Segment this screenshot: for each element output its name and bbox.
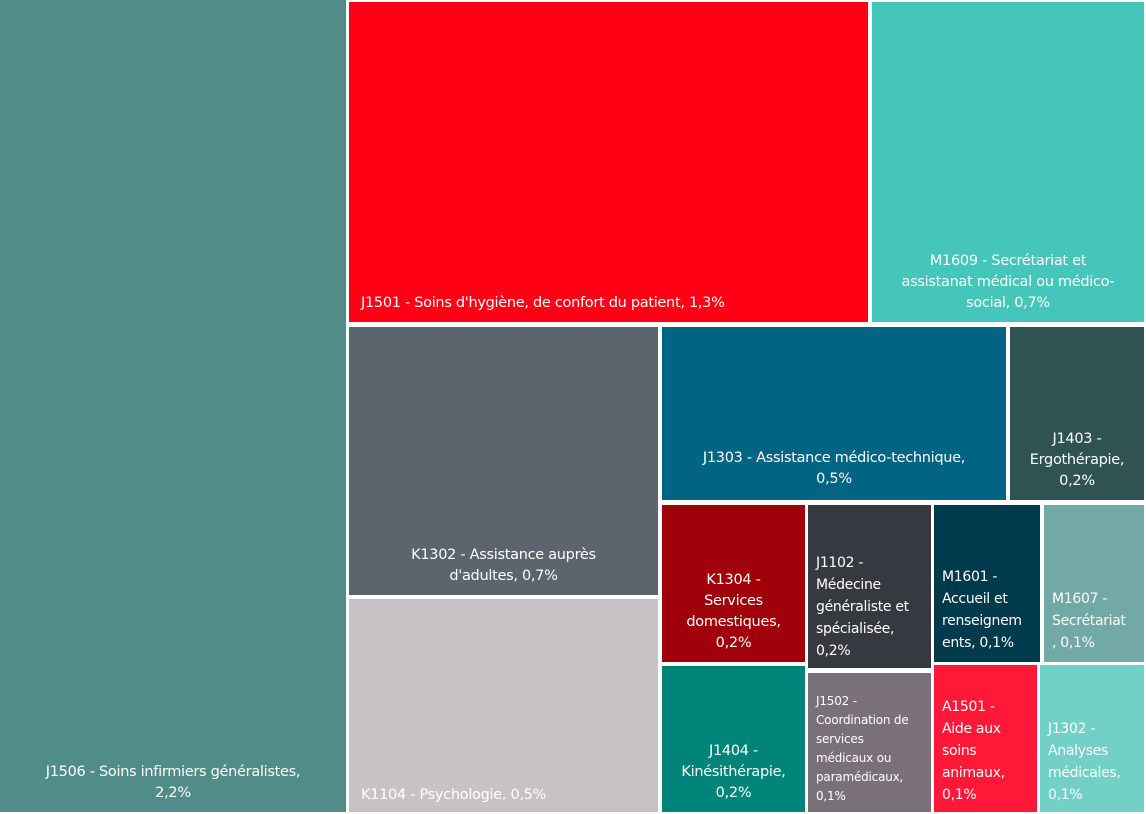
treemap-label-j1501: J1501 - Soins d'hygiène, de confort du p… xyxy=(361,295,725,311)
treemap-label-j1102: J1102 - Médecine généraliste et spéciali… xyxy=(816,555,909,659)
treemap-label-j1403: J1403 - Ergothérapie, 0,2% xyxy=(1029,431,1125,489)
treemap-tile-a1501: A1501 - Aide aux soins animaux, 0,1% xyxy=(934,665,1037,812)
treemap-label-j1502: J1502 - Coordination de services médicau… xyxy=(816,694,909,803)
treemap-tile-j1404: J1404 - Kinésithérapie, 0,2% xyxy=(662,666,805,812)
treemap-tile-k1104: K1104 - Psychologie, 0,5% xyxy=(349,599,658,812)
treemap-label-j1506: J1506 - Soins infirmiers généralistes, 2… xyxy=(45,764,301,801)
treemap-label-j1303: J1303 - Assistance médico-technique, 0,5… xyxy=(702,450,966,487)
treemap-tile-m1607: M1607 - Secrétariat , 0,1% xyxy=(1044,505,1144,662)
treemap-label-j1404: J1404 - Kinésithérapie, 0,2% xyxy=(681,743,786,801)
treemap-label-k1302: K1302 - Assistance auprès d'adultes, 0,7… xyxy=(411,547,596,584)
treemap-tile-j1501: J1501 - Soins d'hygiène, de confort du p… xyxy=(349,2,868,322)
treemap-label-k1104: K1104 - Psychologie, 0,5% xyxy=(361,787,547,803)
treemap-label-k1304: K1304 - Services domestiques, 0,2% xyxy=(686,572,781,651)
treemap-tile-j1302: J1302 - Analyses médicales, 0,1% xyxy=(1040,665,1144,812)
treemap-tile-j1502: J1502 - Coordination de services médicau… xyxy=(808,673,931,812)
treemap-tile-j1403: J1403 - Ergothérapie, 0,2% xyxy=(1010,327,1144,500)
treemap-label-j1302: J1302 - Analyses médicales, 0,1% xyxy=(1048,721,1121,803)
treemap-label-m1609: M1609 - Secrétariat et assistanat médica… xyxy=(901,253,1115,311)
treemap-tile-k1304: K1304 - Services domestiques, 0,2% xyxy=(662,505,805,662)
treemap-label-a1501: A1501 - Aide aux soins animaux, 0,1% xyxy=(942,699,1005,803)
treemap-label-m1607: M1607 - Secrétariat , 0,1% xyxy=(1052,591,1126,651)
treemap-tile-k1302: K1302 - Assistance auprès d'adultes, 0,7… xyxy=(349,327,658,595)
treemap-tile-m1609: M1609 - Secrétariat et assistanat médica… xyxy=(872,2,1144,322)
treemap-label-m1601: M1601 - Accueil et renseignem ents, 0,1% xyxy=(942,569,1022,651)
treemap-tile-m1601: M1601 - Accueil et renseignem ents, 0,1% xyxy=(934,505,1040,662)
treemap-tile-j1303: J1303 - Assistance médico-technique, 0,5… xyxy=(662,327,1006,500)
treemap-tile-j1506: J1506 - Soins infirmiers généralistes, 2… xyxy=(0,0,346,812)
treemap-tile-j1102: J1102 - Médecine généraliste et spéciali… xyxy=(808,505,931,668)
